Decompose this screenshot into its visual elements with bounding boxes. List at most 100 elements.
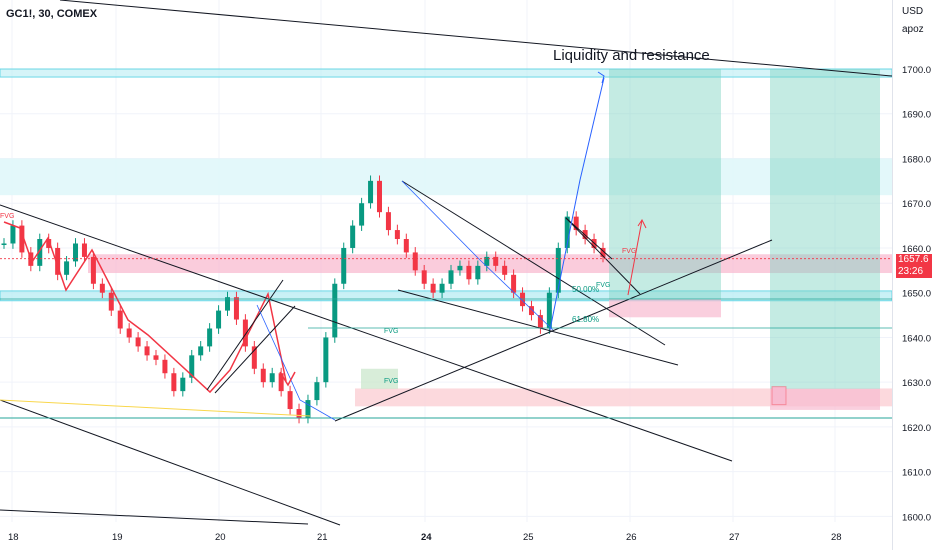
candle [564,216,570,248]
symbol-header[interactable]: GC1!, 30, COMEX [6,8,98,20]
fvg-label: FVG [0,213,14,220]
x-tick-label: 24 [421,532,432,543]
candle [144,346,150,356]
fvg-label: FVG [596,282,610,289]
fvg-label: FVG [622,248,636,255]
long-position-stop [609,299,721,318]
candle [555,247,561,293]
candle [216,310,222,329]
fvg-box [361,368,398,389]
trendline-wedge-high [401,180,666,346]
trendline-yellow [0,399,311,417]
down-arrow [279,371,296,387]
candle [350,225,356,248]
candle [430,283,436,293]
candle [493,256,499,266]
triangle-top [565,217,613,260]
currency-label: USD [902,6,924,17]
candle [46,239,52,248]
candle [359,203,365,226]
candle [600,247,606,257]
candle [171,373,177,392]
candle [520,292,526,307]
candle [269,373,275,383]
candle [528,306,534,316]
zones [0,68,893,410]
candle [162,359,168,374]
candle [19,225,25,253]
y-tick-label: 1690.0 [902,110,931,121]
target-arrow-head [637,219,647,229]
y-tick-label: 1620.0 [902,423,931,434]
candle [412,252,418,271]
trendline-bottom [0,509,309,525]
y-tick-label: 1660.0 [902,244,931,255]
x-tick-label: 27 [729,532,740,543]
fvg-label: FVG [384,328,398,335]
last-price-tag: 1657.6 23:26 [896,254,932,278]
candle [484,256,490,266]
candle [448,270,454,284]
candle [466,265,472,280]
candle [117,310,123,329]
candle [242,319,248,347]
zone-liquidity [0,158,892,196]
candle [189,355,195,378]
candle [55,247,61,275]
zone-resistance [0,68,893,78]
candle [233,297,239,320]
candle [511,274,517,293]
candle [180,377,186,392]
chart-title: Liquidity and resistance [553,47,710,64]
candle [90,256,96,284]
candle [296,409,302,418]
swing-path [3,221,287,394]
user-label: apoz [902,24,924,35]
x-tick-label: 18 [8,532,19,543]
candle [394,230,400,240]
candle [457,265,463,271]
y-tick-label: 1600.0 [902,512,931,523]
candle [323,337,329,383]
fib-50-label: 50.00% [572,285,599,294]
triangle-diag [565,217,641,295]
candle [376,180,382,213]
candle [37,239,43,266]
channel-up-1 [206,279,284,391]
candle [439,283,445,293]
trendlines [0,0,893,526]
fib-618-label: 61.80% [572,315,599,324]
arrow-head [597,71,605,84]
last-price: 1657.6 [898,254,929,265]
candle [81,243,87,257]
candle [385,212,391,231]
candle [305,400,311,418]
candle [421,270,427,284]
candle [341,247,347,284]
long-position-target-2 [770,69,880,389]
candle [207,328,213,347]
candle [108,292,114,311]
candle [198,346,204,356]
y-tick-label: 1650.0 [902,289,931,300]
candle [278,373,284,392]
candle [135,337,141,347]
candle [475,265,481,280]
bar-countdown: 23:26 [898,266,924,277]
candle [332,283,338,338]
candle [368,180,374,204]
candle [260,368,266,383]
candle [546,292,552,329]
y-tick-label: 1700.0 [902,65,931,76]
x-tick-label: 28 [831,532,842,543]
axis-divider [892,0,893,550]
candle [99,283,105,293]
y-tick-label: 1610.0 [902,468,931,479]
candle [225,297,231,311]
long-position-stop-2 [770,388,880,410]
candle [126,328,132,338]
zone-demand [355,388,892,407]
x-tick-label: 21 [317,532,328,543]
candle [153,355,159,360]
